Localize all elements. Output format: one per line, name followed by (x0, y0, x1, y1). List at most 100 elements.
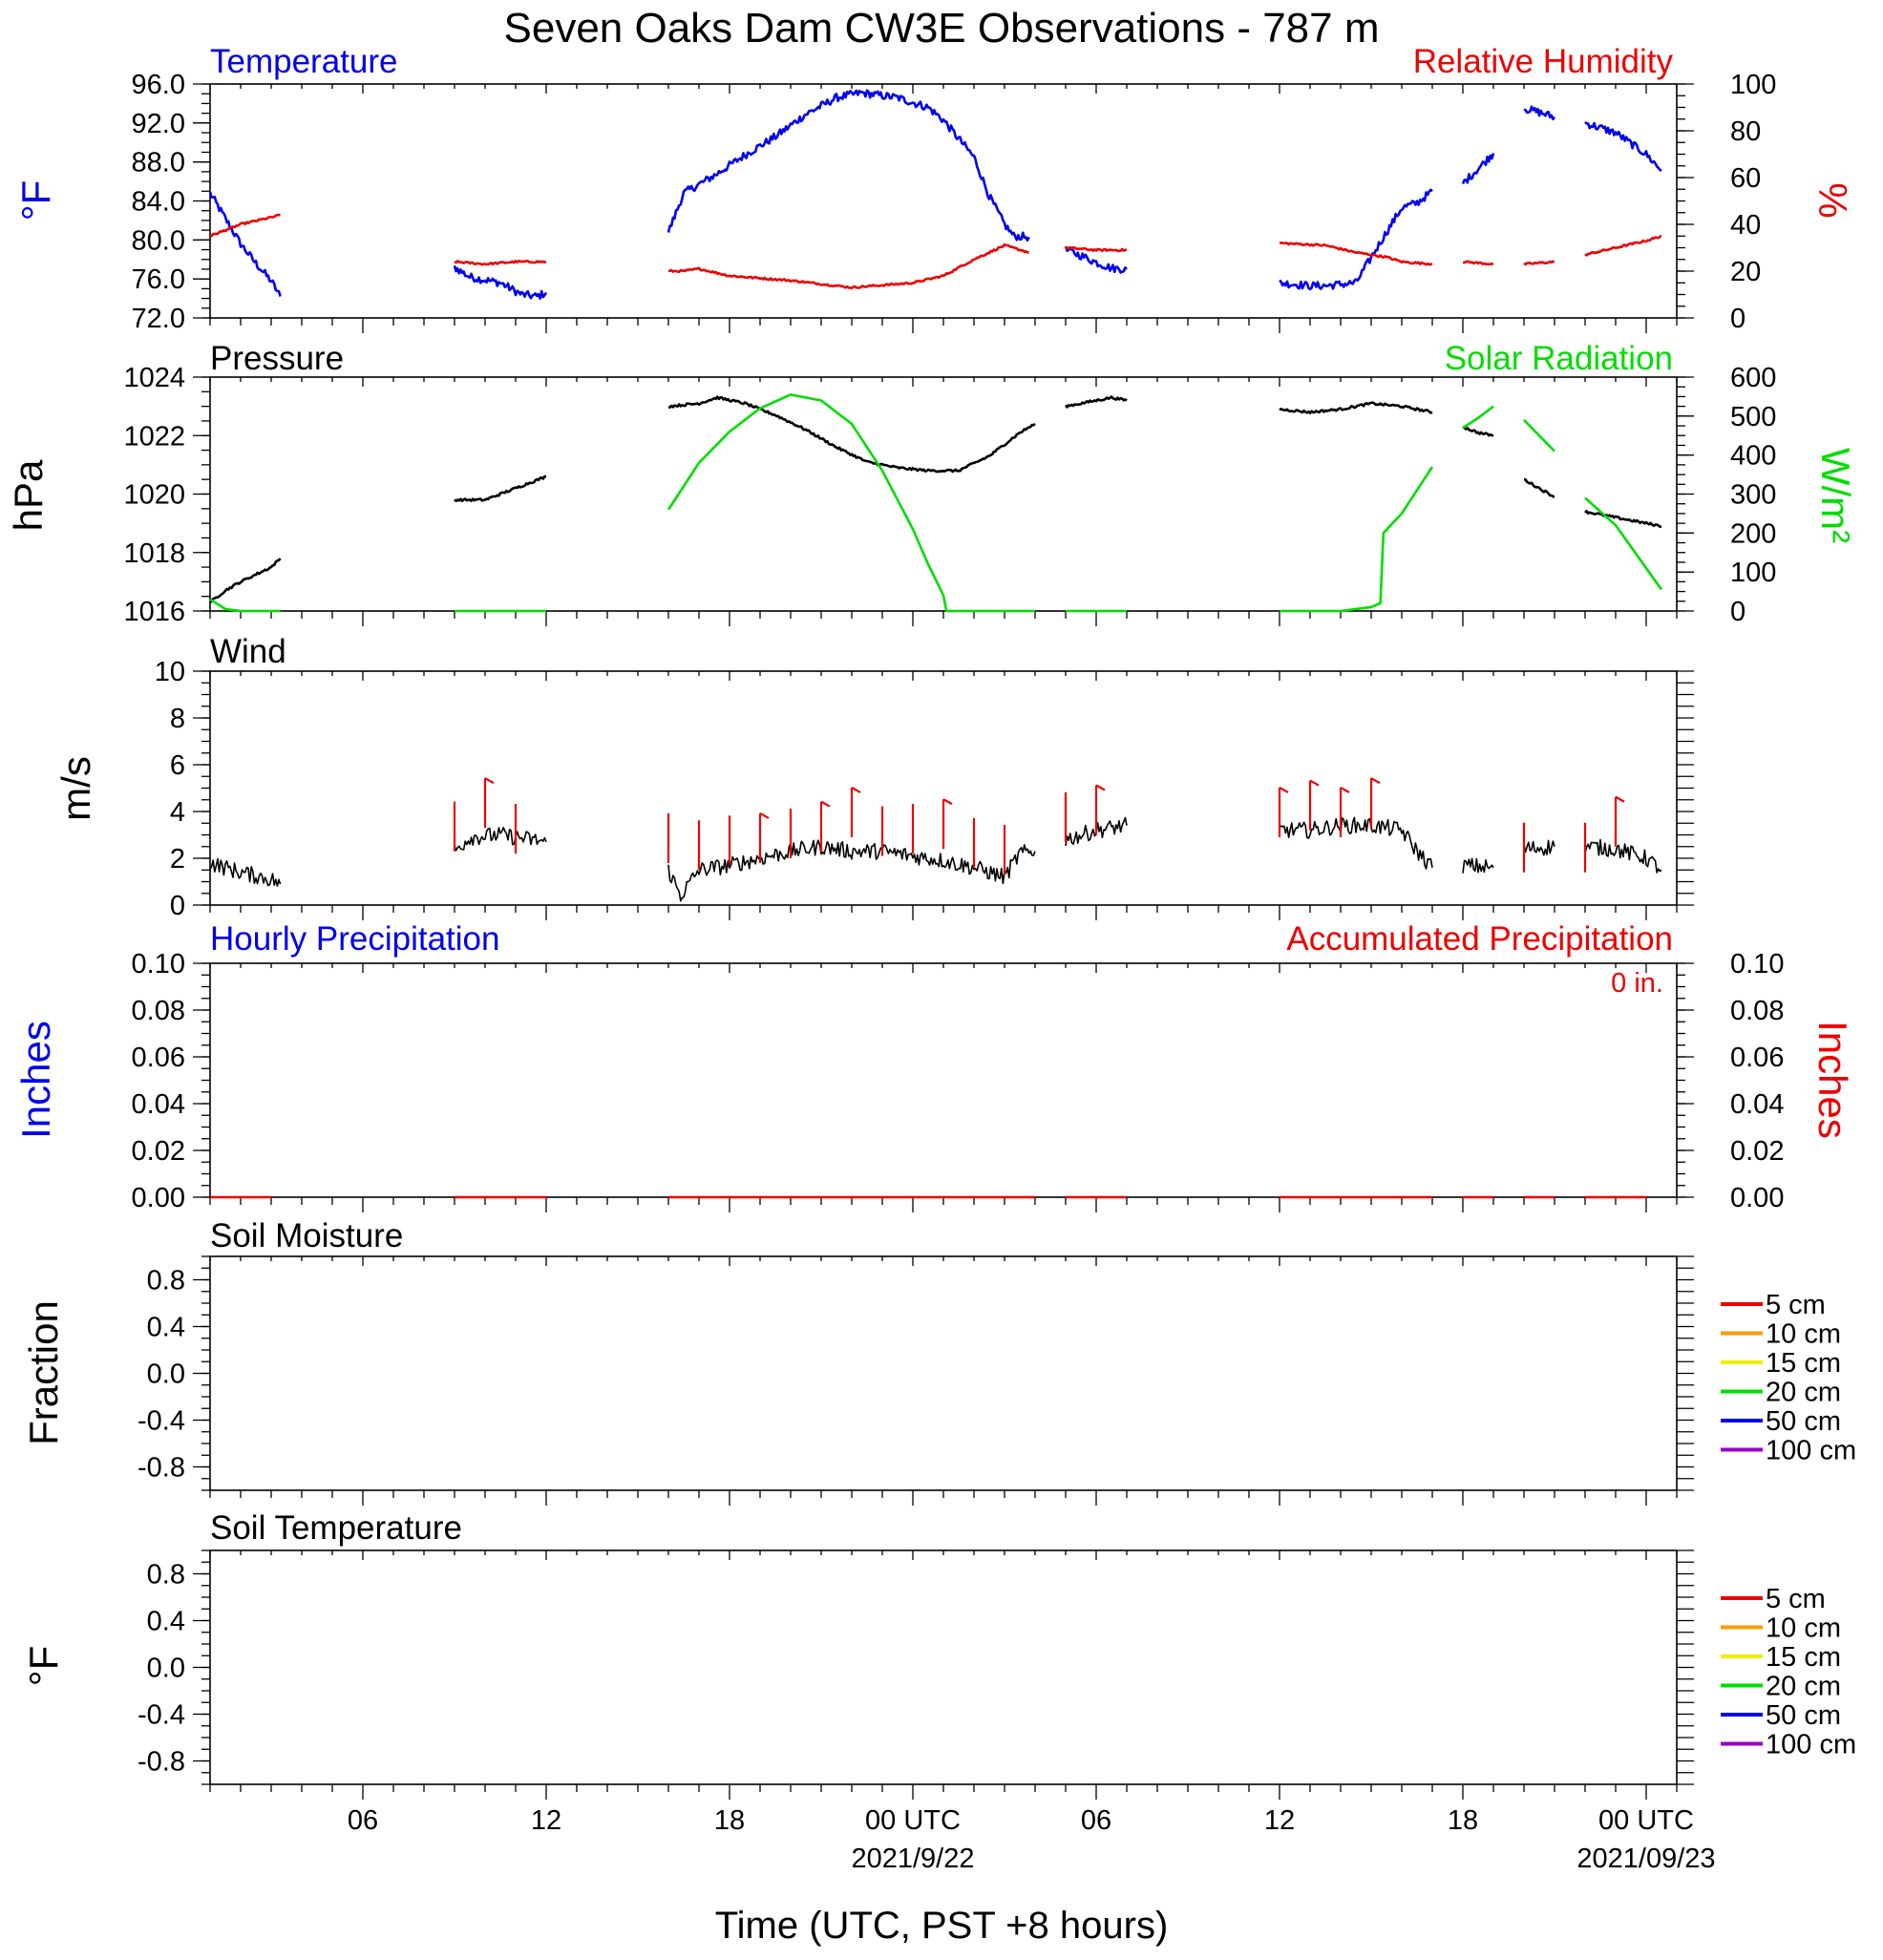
y-tick-label-precip: 0.02 (132, 1136, 185, 1167)
wind-barb-flag (820, 800, 831, 808)
series-relative-humidity-segment-4 (1279, 242, 1433, 266)
x-tick-label: 06 (348, 1805, 378, 1836)
legend-label: 10 cm (1766, 1319, 1841, 1350)
y-tick-label-wind: 8 (170, 704, 185, 734)
temperature-title: Temperature (210, 43, 397, 80)
right-tick-label-pressure_solar: 300 (1730, 480, 1776, 511)
legend-label: 100 cm (1766, 1436, 1856, 1466)
y-tick-label-wind: 10 (155, 657, 185, 687)
series-temperature-segment-3 (1064, 245, 1128, 274)
y-tick-label-wind: 0 (170, 891, 185, 921)
legend-label: 5 cm (1766, 1290, 1826, 1320)
y-tick-label-wind: 2 (170, 844, 185, 875)
right-tick-label-pressure_solar: 200 (1730, 518, 1776, 549)
legend-label: 20 cm (1766, 1672, 1841, 1702)
y-tick-label-temp_rh: 88.0 (132, 148, 185, 179)
panel-frame-precip (209, 962, 1678, 1198)
wind-barb-flag (759, 811, 770, 819)
y-tick-label-pressure_solar: 1022 (123, 421, 185, 452)
series-wind-segment-1 (454, 827, 547, 852)
y-tick-label-precip: 0.04 (132, 1089, 185, 1120)
y-tick-label-precip: 0.10 (132, 949, 185, 980)
wind-barb-flag (484, 777, 495, 785)
series-solar-radiation-segment-0 (209, 598, 281, 613)
wind-barb-flag (1615, 795, 1625, 803)
y-tick-label-temp_rh: 80.0 (132, 225, 185, 256)
y-tick-label-precip: 0.06 (132, 1043, 185, 1073)
panel-frame-soil_temp (209, 1549, 1678, 1785)
legend-label: 50 cm (1766, 1700, 1841, 1731)
series-pressure-segment-5 (1462, 426, 1494, 437)
series-temperature-segment-2 (666, 89, 1030, 242)
wind-barb-flag (942, 798, 953, 806)
series-wind-segment-6 (1523, 839, 1555, 856)
y-tick-label-pressure_solar: 1018 (123, 538, 185, 569)
series-pressure-segment-2 (667, 395, 1036, 474)
legend-label: 20 cm (1766, 1378, 1841, 1408)
right-tick-label-pressure_solar: 0 (1730, 597, 1745, 627)
right-tick-label-temp_rh: 60 (1730, 163, 1761, 194)
x-tick-label: 06 (1081, 1805, 1111, 1836)
right-tick-label-pressure_solar: 500 (1730, 402, 1776, 432)
y-tick-label-soil_moisture: -0.4 (138, 1406, 185, 1437)
y-tick-label-precip: 0.00 (132, 1183, 185, 1213)
series-temperature-segment-1 (453, 264, 548, 300)
x-tick-label: 00 UTC (1598, 1805, 1694, 1836)
y-tick-label-temp_rh: 76.0 (132, 264, 185, 295)
x-tick-date-label: 2021/09/23 (1576, 1844, 1715, 1874)
legend-label: 5 cm (1766, 1584, 1826, 1614)
panel-frame-pressure_solar (209, 376, 1678, 612)
series-temperature-segment-4 (1279, 188, 1433, 291)
right-tick-label-temp_rh: 100 (1730, 70, 1776, 100)
series-pressure-segment-3 (1064, 395, 1128, 409)
x-axis-label: Time (UTC, PST +8 hours) (715, 1905, 1169, 1947)
relative-humidity-title: Relative Humidity (1413, 43, 1674, 80)
solar-radiation-title: Solar Radiation (1445, 340, 1673, 377)
right-tick-label-pressure_solar: 400 (1730, 441, 1776, 472)
accumulated-precipitation-value: 0 in. (1611, 968, 1663, 999)
series-relative-humidity-segment-6 (1523, 260, 1555, 266)
x-tick-label: 00 UTC (865, 1805, 961, 1836)
y-tick-label-soil_temp: 0.4 (147, 1607, 185, 1637)
y-tick-label-temp_rh: 72.0 (132, 304, 185, 334)
series-relative-humidity-segment-3 (1065, 245, 1128, 253)
series-wind-segment-4 (1279, 816, 1433, 870)
series-wind-segment-2 (667, 839, 1036, 902)
right-tick-label-temp_rh: 0 (1730, 304, 1745, 334)
right-tick-label-pressure_solar: 600 (1730, 363, 1776, 393)
accumulated-precipitation-title: Accumulated Precipitation (1286, 920, 1673, 958)
y-tick-label-pressure_solar: 1016 (123, 597, 185, 627)
series-pressure-segment-7 (1584, 510, 1662, 529)
soil-temperature-title: Soil Temperature (210, 1509, 462, 1547)
solar-unit-label: W/m² (1813, 448, 1858, 543)
panel-frame-soil_moisture (209, 1255, 1678, 1491)
y-tick-label-soil_temp: -0.8 (138, 1747, 185, 1778)
series-wind-segment-0 (209, 857, 282, 887)
humidity-unit-label: % (1810, 182, 1855, 218)
y-tick-label-temp_rh: 84.0 (132, 187, 185, 218)
wind-barb-flag (1095, 784, 1106, 791)
y-tick-label-temp_rh: 96.0 (132, 70, 185, 100)
soil-moisture-unit-label: Fraction (21, 1300, 66, 1445)
y-tick-label-soil_temp: -0.4 (138, 1700, 185, 1731)
y-tick-label-soil_temp: 0.0 (147, 1654, 185, 1684)
right-tick-label-precip: 0.04 (1730, 1089, 1784, 1120)
wind-barb-flag (1309, 779, 1320, 787)
x-tick-label: 18 (1448, 1805, 1478, 1836)
legend-label: 100 cm (1766, 1730, 1856, 1760)
legend-label: 50 cm (1766, 1406, 1841, 1437)
series-solar-radiation-segment-7 (1584, 496, 1663, 591)
series-solar-radiation-segment-4 (1280, 466, 1434, 613)
series-relative-humidity-segment-5 (1463, 260, 1494, 266)
wind-barb-flag (1279, 786, 1289, 793)
y-tick-label-soil_moisture: -0.8 (138, 1453, 185, 1484)
hourly-precipitation-title: Hourly Precipitation (210, 920, 499, 958)
plot-layer: 72.076.080.084.088.092.096.0020406080100… (123, 70, 1856, 1874)
series-pressure-segment-1 (454, 474, 547, 503)
right-tick-label-precip: 0.02 (1730, 1136, 1784, 1167)
pressure-unit-label: hPa (6, 459, 51, 531)
series-pressure-segment-6 (1523, 477, 1555, 498)
y-tick-label-temp_rh: 92.0 (132, 109, 185, 139)
legend-label: 10 cm (1766, 1613, 1841, 1644)
